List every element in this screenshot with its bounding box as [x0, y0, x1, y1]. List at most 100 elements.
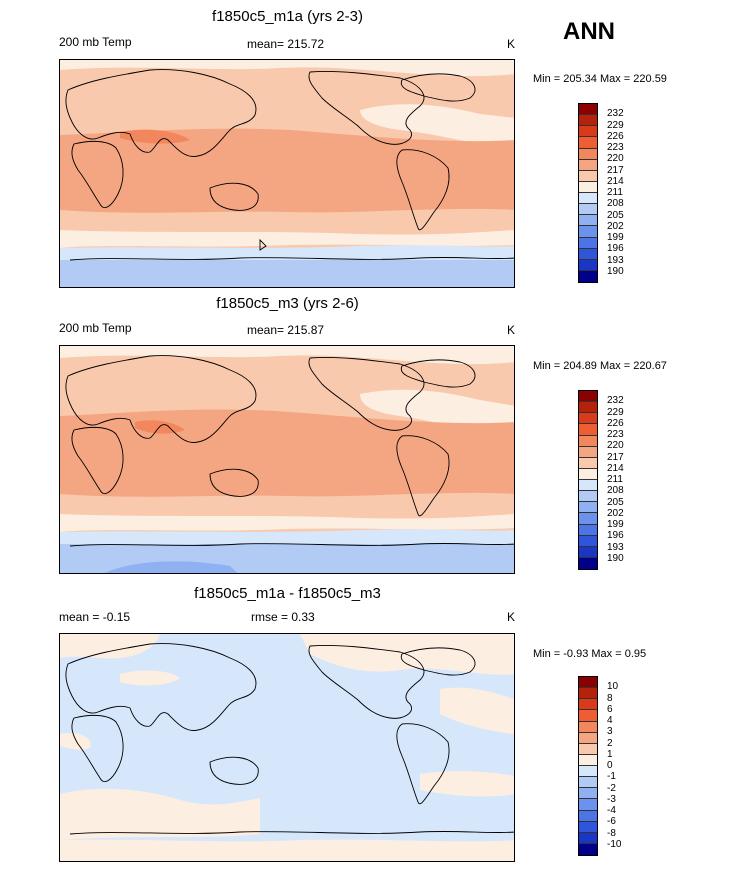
colorbar-swatch: [579, 270, 597, 282]
colorbar-swatch: [579, 557, 597, 569]
panel-3-mean-label: mean = -0.15: [59, 610, 131, 624]
colorbar-tick-label: 193: [607, 254, 624, 266]
colorbar-tick-label: 2: [607, 737, 613, 749]
colorbar-swatch: [579, 435, 597, 447]
colorbar-tick-label: 205: [607, 496, 624, 508]
colorbar-swatch: [579, 821, 597, 833]
colorbar-swatch: [579, 480, 597, 492]
colorbar-tick-label: 196: [607, 243, 624, 255]
colorbar-swatch: [579, 754, 597, 766]
panel-1-range-text: Min = 205.34 Max = 220.59: [533, 73, 667, 85]
colorbar-tick-label: 211: [607, 474, 623, 485]
colorbar-swatch: [579, 248, 597, 260]
panel-2-range-text: Min = 204.89 Max = 220.67: [533, 360, 667, 372]
panel-2-title: f1850c5_m3 (yrs 2-6): [216, 295, 359, 312]
colorbar-tick-label: 220: [607, 440, 624, 452]
colorbar-swatch: [579, 259, 597, 271]
colorbar-swatch: [579, 159, 597, 171]
panel-1-left-label: 200 mb Temp: [59, 35, 132, 49]
colorbar-tick-label: 208: [607, 485, 624, 497]
colorbar-swatch: [579, 546, 597, 558]
colorbar-tick-label: 193: [607, 541, 624, 553]
colorbar-swatch: [579, 699, 597, 711]
panel-2-mean-label: mean= 215.87: [247, 323, 325, 337]
colorbar-3: [578, 676, 598, 856]
colorbar-swatch: [579, 502, 597, 514]
colorbar-swatch: [579, 446, 597, 458]
colorbar-1: [578, 103, 598, 283]
colorbar-swatch: [579, 237, 597, 249]
colorbar-tick-label: 217: [607, 451, 624, 463]
colorbar-tick-label: 199: [607, 232, 624, 243]
colorbar-tick-label: 199: [607, 519, 624, 530]
colorbar-swatch: [579, 193, 597, 205]
colorbar-swatch: [579, 810, 597, 822]
colorbar-tick-label: 220: [607, 153, 624, 165]
colorbar-tick-label: -8: [607, 827, 616, 839]
panel-3-units: K: [507, 610, 516, 624]
colorbar-swatch: [579, 148, 597, 160]
colorbar-swatch: [579, 677, 597, 689]
colorbar-tick-label: 202: [607, 220, 624, 232]
colorbar-tick-label: 0: [607, 760, 613, 771]
colorbar-swatch: [579, 413, 597, 425]
colorbar-tick-label: 226: [607, 130, 624, 142]
colorbar-tick-label: 3: [607, 726, 613, 738]
colorbar-tick-label: 223: [607, 429, 624, 440]
colorbar-tick-label: -4: [607, 805, 616, 816]
panel-2-contour-map: [60, 346, 514, 573]
colorbar-swatch: [579, 468, 597, 480]
panel-1-contour-map: [60, 60, 514, 287]
panel-1-map: [59, 59, 515, 288]
colorbar-tick-label: 205: [607, 209, 624, 221]
season-label: ANN: [563, 18, 615, 45]
colorbar-tick-label: 6: [607, 703, 613, 715]
colorbar-swatch: [579, 215, 597, 227]
panel-1-title: f1850c5_m1a (yrs 2-3): [212, 8, 363, 25]
panel-1-units: K: [507, 37, 516, 51]
colorbar-swatch: [579, 104, 597, 116]
panel-3-map: [59, 633, 515, 862]
colorbar-swatch: [579, 457, 597, 469]
colorbar-swatch: [579, 491, 597, 503]
colorbar-swatch: [579, 402, 597, 414]
colorbar-tick-label: 1: [607, 748, 613, 760]
colorbar-swatch: [579, 204, 597, 216]
panel-3-title: f1850c5_m1a - f1850c5_m3: [194, 585, 381, 602]
colorbar-swatch: [579, 843, 597, 855]
colorbar-tick-label: 196: [607, 530, 624, 542]
colorbar-swatch: [579, 115, 597, 127]
panel-1-mean-label: mean= 215.72: [247, 37, 325, 51]
colorbar-tick-label: 232: [607, 395, 624, 407]
colorbar-tick-label: 229: [607, 406, 624, 418]
colorbar-tick-label: 226: [607, 417, 624, 429]
colorbar-tick-label: 8: [607, 692, 613, 704]
colorbar-swatch: [579, 788, 597, 800]
panel-3-range-text: Min = -0.93 Max = 0.95: [533, 648, 647, 660]
colorbar-swatch: [579, 732, 597, 744]
colorbar-tick-label: 208: [607, 198, 624, 210]
colorbar-tick-label: 211: [607, 187, 623, 198]
colorbar-swatch: [579, 721, 597, 733]
panel-2-map: [59, 345, 515, 574]
colorbar-tick-label: -3: [607, 793, 616, 805]
colorbar-tick-label: -1: [607, 771, 616, 783]
panel-3-rmse-label: rmse = 0.33: [251, 610, 315, 624]
colorbar-tick-label: 223: [607, 142, 624, 153]
colorbar-tick-label: 4: [607, 715, 613, 726]
colorbar-swatch: [579, 777, 597, 789]
panel-2-units: K: [507, 323, 516, 337]
colorbar-swatch: [579, 799, 597, 811]
colorbar-swatch: [579, 226, 597, 238]
panel-3-contour-map: [60, 634, 514, 861]
colorbar-tick-label: 190: [607, 552, 624, 564]
colorbar-tick-label: 232: [607, 108, 624, 120]
colorbar-tick-label: 217: [607, 164, 624, 176]
colorbar-swatch: [579, 170, 597, 182]
colorbar-swatch: [579, 424, 597, 436]
colorbar-swatch: [579, 513, 597, 525]
colorbar-swatch: [579, 743, 597, 755]
colorbar-swatch: [579, 688, 597, 700]
colorbar-tick-label: 202: [607, 507, 624, 519]
colorbar-tick-label: -10: [607, 838, 622, 850]
